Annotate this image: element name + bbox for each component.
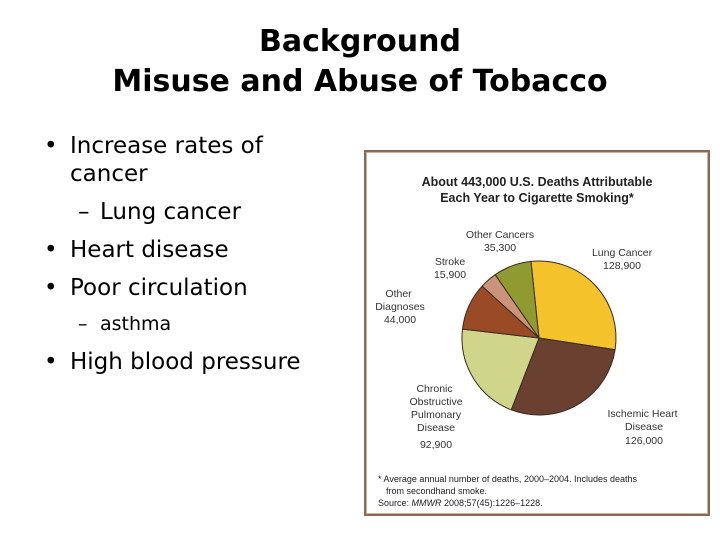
label-line: Disease bbox=[625, 421, 663, 433]
source-prefix: Source: bbox=[378, 498, 412, 508]
chart-source: Source: MMWR 2008;57(45):1226–1228. bbox=[378, 498, 543, 508]
bullet-item: Increase rates of cancer bbox=[42, 132, 342, 188]
chart-title-line-2: Each Year to Cigarette Smoking* bbox=[440, 191, 634, 205]
label-ischemic-name: Ischemic Heart bbox=[608, 408, 678, 420]
sub-bullet-item: asthma bbox=[42, 312, 342, 336]
pie-chart-figure: About 443,000 U.S. Deaths Attributable E… bbox=[364, 150, 710, 516]
bullet-list: Increase rates of cancer Lung cancer Hea… bbox=[42, 132, 342, 386]
label-stroke-value: 15,900 bbox=[434, 269, 466, 281]
footnote-line-2: from secondhand smoke. bbox=[386, 486, 487, 496]
title-line-1: Background bbox=[259, 24, 461, 59]
pie-slice-lung-cancer bbox=[530, 260, 617, 351]
pie-slice-other-cancers bbox=[494, 260, 540, 339]
slide-title: Background Misuse and Abuse of Tobacco bbox=[0, 22, 720, 102]
label-lung-cancer-name: Lung Cancer bbox=[592, 247, 653, 259]
label-line: Diagnoses bbox=[375, 301, 425, 313]
pie-slice-chronic-obstructive-pulmonary-disease bbox=[461, 328, 540, 411]
bullet-item: Poor circulation bbox=[42, 274, 342, 302]
source-rest: 2008;57(45):1226–1228. bbox=[442, 498, 543, 508]
label-line: Pulmonary bbox=[411, 409, 462, 421]
label-lung-cancer-value: 128,900 bbox=[603, 260, 641, 272]
label-other-diagnoses-name: Other Diagnoses bbox=[375, 288, 425, 313]
label-line: Obstructive bbox=[409, 396, 462, 408]
footnote-line-1: * Average annual number of deaths, 2000–… bbox=[378, 474, 638, 484]
source-journal: MMWR bbox=[412, 498, 442, 508]
label-copd-name-text: Chronic bbox=[416, 383, 452, 395]
pie-slices bbox=[461, 260, 617, 416]
sub-bullet-item: Lung cancer bbox=[42, 198, 342, 226]
chart-title-line-1: About 443,000 U.S. Deaths Attributable bbox=[422, 175, 653, 189]
label-other-cancers-value: 35,300 bbox=[484, 242, 516, 254]
label-other-diagnoses-value: 44,000 bbox=[384, 314, 416, 326]
bullet-item: Heart disease bbox=[42, 236, 342, 264]
label-other-cancers-name: Other Cancers bbox=[466, 229, 534, 241]
label-ischemic-value: 126,000 bbox=[625, 435, 663, 447]
label-line: Disease bbox=[417, 422, 455, 434]
label-stroke-name: Stroke bbox=[435, 256, 466, 268]
pie-chart: About 443,000 U.S. Deaths Attributable E… bbox=[375, 175, 681, 508]
label-copd-value: 92,900 bbox=[420, 439, 452, 451]
pie-slice-ischemic-heart-disease bbox=[510, 337, 616, 416]
label-other-diagnoses-text: Other bbox=[385, 288, 412, 300]
bullet-item: High blood pressure bbox=[42, 348, 342, 376]
label-ischemic-name-1: Ischemic Heart Disease bbox=[608, 408, 681, 433]
label-copd-name: Chronic Obstructive Pulmonary Disease bbox=[409, 383, 462, 434]
title-line-2: Misuse and Abuse of Tobacco bbox=[112, 64, 608, 99]
